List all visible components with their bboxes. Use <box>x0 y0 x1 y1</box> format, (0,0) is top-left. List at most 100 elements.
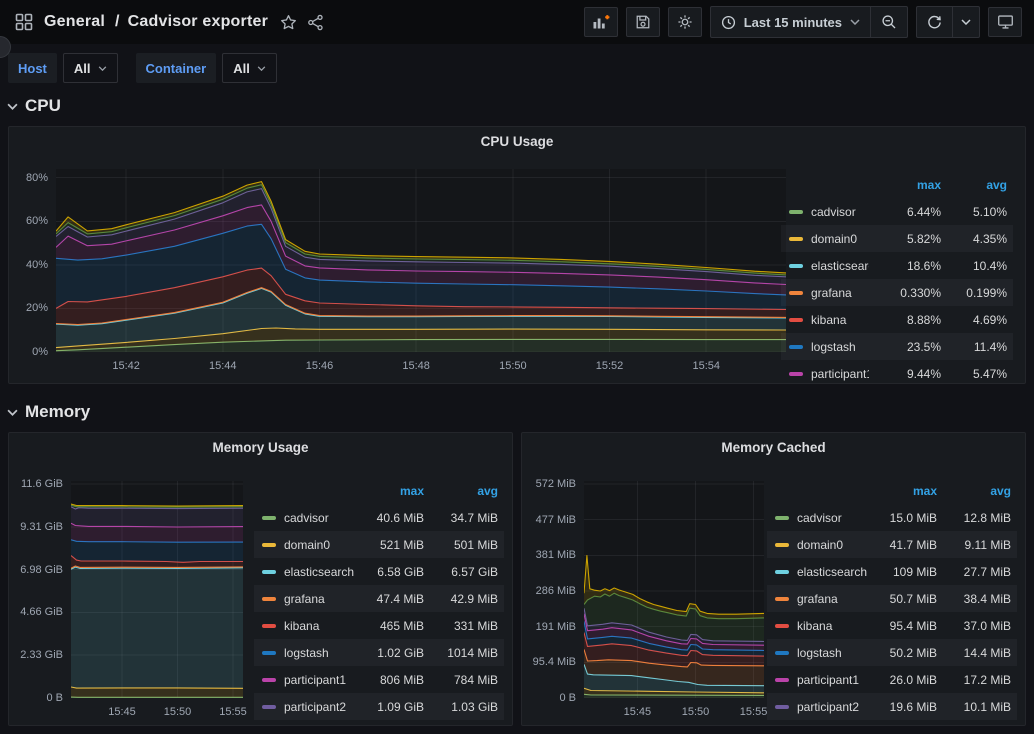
series-color-swatch <box>262 596 276 601</box>
save-dashboard-button[interactable] <box>625 7 660 37</box>
variable-container-value[interactable]: All <box>222 53 277 83</box>
series-avg-value: 38.4 MiB <box>963 591 1011 606</box>
memory-cached-chart[interactable]: 0 B 95.4 MiB 191 MiB 286 MiB 381 MiB 477 MiB 5… <box>522 433 1025 725</box>
series-avg-value: 27.7 MiB <box>963 564 1011 579</box>
legend-row-logstash[interactable]: logstash 50.2 MiB 14.4 MiB <box>767 639 1017 666</box>
chevron-down-icon <box>98 65 107 71</box>
legend-sort-avg[interactable]: avg <box>477 483 498 498</box>
series-color-swatch <box>775 596 789 601</box>
cpu-plot-area[interactable] <box>56 169 786 352</box>
y-tick-label: 6.98 GiB <box>20 563 63 576</box>
series-kibana <box>71 555 243 563</box>
y-tick-label: 0% <box>32 346 48 358</box>
series-color-swatch <box>262 515 276 520</box>
legend-row-domain0[interactable]: domain0 5.82% 4.35% <box>781 225 1013 252</box>
series-color-swatch <box>789 344 803 349</box>
variable-host-label: Host <box>8 53 57 83</box>
x-tick-label: 15:45 <box>108 706 136 718</box>
series-max-value: 521 MiB <box>379 537 424 552</box>
panel-title-memory-usage[interactable]: Memory Usage <box>212 440 309 455</box>
variable-host-value[interactable]: All <box>62 53 118 83</box>
star-icon[interactable] <box>280 14 297 31</box>
legend-swatch-spacer <box>262 489 276 493</box>
series-kibana <box>584 632 764 657</box>
series-avg-value: 12.8 MiB <box>963 510 1011 525</box>
legend-row-elasticsearch[interactable]: elasticsearch 18.6% 10.4% <box>781 252 1013 279</box>
legend-row-grafana[interactable]: grafana 50.7 MiB 38.4 MiB <box>767 585 1017 612</box>
section-row-memory[interactable]: Memory <box>7 400 1034 424</box>
legend-sort-avg[interactable]: avg <box>986 177 1007 192</box>
legend-row-participant1[interactable]: participant1 806 MiB 784 MiB <box>254 666 504 693</box>
legend-row-cadvisor[interactable]: cadvisor 15.0 MiB 12.8 MiB <box>767 504 1017 531</box>
legend-row-logstash[interactable]: logstash 1.02 GiB 1014 MiB <box>254 639 504 666</box>
legend-row-domain0[interactable]: domain0 41.7 MiB 9.11 MiB <box>767 531 1017 558</box>
memcache-plot-area[interactable] <box>584 481 764 698</box>
series-color-swatch <box>789 290 803 295</box>
series-max-value: 23.5% <box>906 339 941 354</box>
memory-cached-legend: max avg cadvisor 15.0 MiB 12.8 MiB domain0 41.… <box>767 477 1017 720</box>
legend-sort-max[interactable]: max <box>916 177 941 192</box>
series-participant2 <box>71 506 243 510</box>
legend-row-grafana[interactable]: grafana 47.4 MiB 42.9 MiB <box>254 585 504 612</box>
series-avg-value: 1014 MiB <box>447 645 498 660</box>
chevron-down-icon <box>7 409 18 416</box>
memory-usage-chart[interactable]: 0 B 2.33 GiB 4.66 GiB 6.98 GiB 9.31 GiB 11.6 … <box>9 433 512 725</box>
series-name: kibana <box>284 618 320 633</box>
legend-row-kibana[interactable]: kibana 8.88% 4.69% <box>781 306 1013 333</box>
variable-container: Container All <box>135 53 277 83</box>
legend-row-kibana[interactable]: kibana 95.4 MiB 37.0 MiB <box>767 612 1017 639</box>
legend-row-domain0[interactable]: domain0 521 MiB 501 MiB <box>254 531 504 558</box>
clock-icon <box>721 15 736 30</box>
series-max-value: 806 MiB <box>379 672 424 687</box>
dashboard-settings-button[interactable] <box>667 7 702 37</box>
legend-row-elasticsearch[interactable]: elasticsearch 109 MiB 27.7 MiB <box>767 558 1017 585</box>
apps-grid-icon[interactable] <box>14 12 34 32</box>
y-tick-label: 286 MiB <box>535 584 576 597</box>
panel-title-memory-cached[interactable]: Memory Cached <box>721 440 826 455</box>
section-title-memory: Memory <box>25 402 91 421</box>
series-domain0 <box>56 327 786 349</box>
cpu-usage-chart[interactable]: 0% 20% 40% 60% 80% 15:42 15:44 15:46 15:48 15:50 1… <box>9 127 1025 383</box>
breadcrumb-folder[interactable]: General <box>44 13 105 30</box>
legend-row-participant2[interactable]: participant2 1.09 GiB 1.03 GiB <box>254 693 504 720</box>
legend-row-logstash[interactable]: logstash 23.5% 11.4% <box>781 333 1013 360</box>
zoom-out-button[interactable] <box>870 7 907 37</box>
series-max-value: 9.44% <box>906 366 941 381</box>
series-name: domain0 <box>797 537 844 552</box>
legend-row-kibana[interactable]: kibana 465 MiB 331 MiB <box>254 612 504 639</box>
legend-row-grafana[interactable]: grafana 0.330% 0.199% <box>781 279 1013 306</box>
time-range-button[interactable]: Last 15 minutes <box>711 7 870 37</box>
legend-sort-avg[interactable]: avg <box>990 483 1011 498</box>
panel-cpu-usage: CPU Usage 0% 20% 40% 60% 80% 15:42 15:44 15:46 1… <box>8 126 1026 384</box>
legend-sort-max[interactable]: max <box>912 483 937 498</box>
legend-row-cadvisor[interactable]: cadvisor 6.44% 5.10% <box>781 198 1013 225</box>
legend-sort-max[interactable]: max <box>399 483 424 498</box>
panel-title-cpu[interactable]: CPU Usage <box>480 134 554 149</box>
legend-row-elasticsearch[interactable]: elasticsearch 6.58 GiB 6.57 GiB <box>254 558 504 585</box>
refresh-button[interactable] <box>917 7 952 37</box>
legend-row-participant1[interactable]: participant1 26.0 MiB 17.2 MiB <box>767 666 1017 693</box>
series-max-value: 15.0 MiB <box>889 510 937 525</box>
y-tick-label: 572 MiB <box>535 477 576 490</box>
memuse-plot-area[interactable] <box>71 481 243 698</box>
add-panel-button[interactable] <box>583 7 618 37</box>
section-row-cpu[interactable]: CPU <box>7 94 1034 118</box>
refresh-interval-dropdown[interactable] <box>952 7 979 37</box>
x-tick-label: 15:48 <box>402 360 430 372</box>
series-name: grafana <box>811 285 852 300</box>
series-avg-value: 14.4 MiB <box>963 645 1011 660</box>
legend-row-participant1[interactable]: participant1 9.44% 5.47% <box>781 360 1013 387</box>
share-icon[interactable] <box>307 14 324 31</box>
series-max-value: 41.7 MiB <box>889 537 937 552</box>
x-tick-label: 15:50 <box>499 360 527 372</box>
legend-row-participant2[interactable]: participant2 19.6 MiB 10.1 MiB <box>767 693 1017 720</box>
legend-row-cadvisor[interactable]: cadvisor 40.6 MiB 34.7 MiB <box>254 504 504 531</box>
x-tick-label: 15:54 <box>692 360 720 372</box>
memory-panels-row: Memory Usage 0 B 2.33 GiB 4.66 GiB 6.98 GiB… <box>8 432 1026 726</box>
series-logstash <box>584 621 764 652</box>
series-max-value: 95.4 MiB <box>889 618 937 633</box>
series-avg-value: 34.7 MiB <box>450 510 498 525</box>
series-participant1 <box>584 613 764 646</box>
series-max-value: 8.88% <box>906 312 941 327</box>
cycle-view-button[interactable] <box>988 7 1022 37</box>
